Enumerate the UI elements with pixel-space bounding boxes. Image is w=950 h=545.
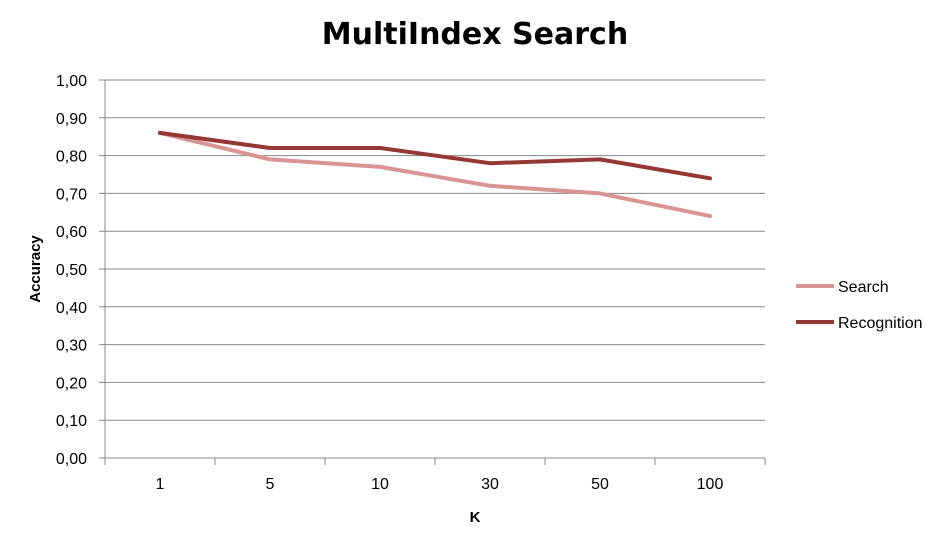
x-axis-title: K [470, 509, 481, 526]
y-tick-label: 0,10 [56, 413, 87, 430]
x-tick-label: 100 [697, 476, 724, 493]
y-tick-label: 0,40 [56, 300, 87, 317]
y-tick-label: 0,00 [56, 451, 87, 468]
legend-label-search: Search [838, 279, 889, 296]
y-axis-title: Accuracy [27, 235, 44, 303]
series-line-recognition [158, 130, 712, 181]
legend: Search Recognition [796, 279, 923, 332]
axes [104, 80, 766, 465]
x-tick-label: 50 [591, 476, 609, 493]
series-lines [158, 130, 712, 219]
chart-title: MultiIndex Search [322, 17, 628, 52]
x-tick-label: 1 [156, 476, 165, 493]
y-tick-label: 0,30 [56, 338, 87, 355]
y-tick-label: 0,20 [56, 375, 87, 392]
y-tick-label: 0,60 [56, 224, 87, 241]
y-tick-labels: 0,00 0,10 0,20 0,30 0,40 0,50 0,60 0,70 0,80 0,90… [56, 73, 87, 468]
legend-label-recognition: Recognition [838, 315, 923, 332]
y-tick-label: 0,50 [56, 262, 87, 279]
x-tick-labels: 1 5 10 30 50 100 [156, 476, 724, 493]
x-tick-label: 5 [266, 476, 275, 493]
y-tick-label: 1,00 [56, 73, 87, 90]
series-line-search [158, 130, 712, 219]
x-tick-label: 10 [371, 476, 389, 493]
y-tick-label: 0,90 [56, 111, 87, 128]
x-tick-label: 30 [481, 476, 499, 493]
y-tick-label: 0,70 [56, 186, 87, 203]
y-tick-label: 0,80 [56, 149, 87, 166]
